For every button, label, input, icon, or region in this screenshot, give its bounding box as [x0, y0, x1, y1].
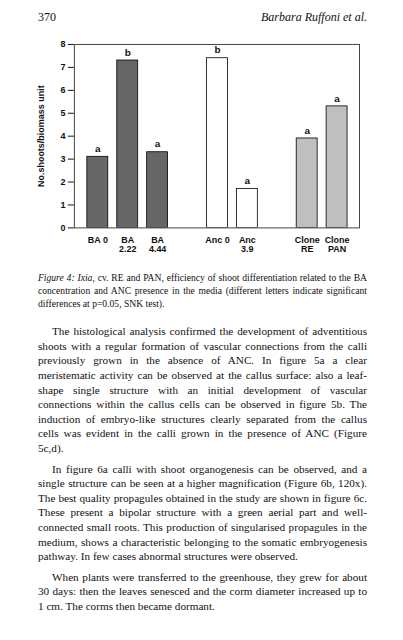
- svg-text:Anc3.9: Anc3.9: [239, 235, 256, 254]
- html-text:In figure 6a calli with shoot: In figure 6a calli with shoot organogene…: [38, 462, 367, 563]
- html-text:When plants were transferred t: When plants were transferred to the gree…: [38, 570, 367, 612]
- svg-text:Anc 0: Anc 0: [205, 235, 229, 245]
- svg-text:a: a: [95, 143, 101, 154]
- html-text:Figure 4: Ixia, cv. RE and PAN: Figure 4: Ixia, cv. RE and PAN, efficien…: [38, 272, 367, 310]
- svg-text:6: 6: [60, 85, 65, 95]
- svg-text:0: 0: [60, 223, 65, 233]
- svg-text:a: a: [245, 175, 251, 186]
- svg-text:4: 4: [60, 131, 65, 141]
- html-text:Barbara Ruffoni et al.: Barbara Ruffoni et al.: [261, 10, 367, 24]
- html-text:The histological analysis conf: The histological analysis confirmed the …: [38, 325, 367, 454]
- svg-text:a: a: [155, 138, 161, 149]
- svg-text:7: 7: [60, 62, 65, 72]
- svg-text:1: 1: [60, 200, 65, 210]
- svg-text:a: a: [304, 125, 310, 136]
- svg-text:b: b: [214, 44, 220, 55]
- svg-text:ClonePAN: ClonePAN: [325, 235, 350, 254]
- svg-text:3: 3: [60, 154, 65, 164]
- svg-text:BA 0: BA 0: [88, 235, 108, 245]
- svg-text:b: b: [125, 47, 131, 58]
- svg-text:8: 8: [60, 39, 65, 49]
- svg-text:2: 2: [60, 177, 65, 187]
- svg-text:No.shoots/biomass unit: No.shoots/biomass unit: [36, 85, 46, 187]
- svg-text:a: a: [334, 93, 340, 104]
- svg-text:CloneRE: CloneRE: [295, 235, 320, 254]
- svg-text:5: 5: [60, 108, 65, 118]
- html-text:370: 370: [38, 10, 56, 24]
- svg-text:BA2.22: BA2.22: [119, 235, 136, 254]
- svg-text:BA4.44: BA4.44: [149, 235, 166, 254]
